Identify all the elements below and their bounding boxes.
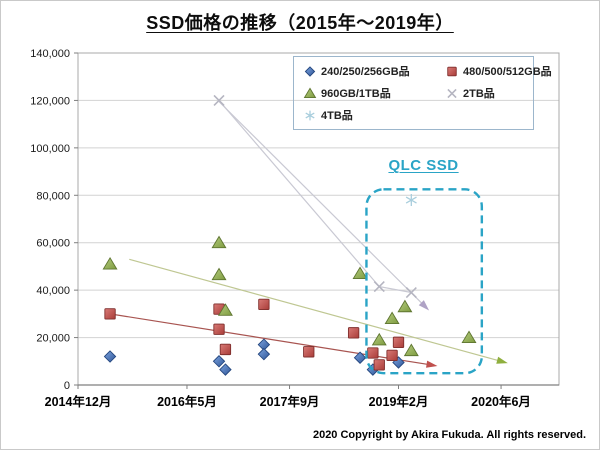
y-tick-label: 0 <box>64 380 70 392</box>
legend: 240/250/256GB品 480/500/512GB品 960GB/1TB品 2T… <box>293 56 552 130</box>
triangle-marker-icon <box>403 343 419 357</box>
asterisk-marker-icon <box>405 194 417 207</box>
x-tick-label: 2014年12月 <box>45 394 112 409</box>
diamond-marker-icon <box>212 355 226 368</box>
x-marker-icon <box>373 281 385 293</box>
x-marker-icon <box>405 286 417 299</box>
qlc-ssd-annotation-label: QLC SSD <box>388 157 459 175</box>
triangle-marker-icon <box>217 303 233 316</box>
triangle-legend-icon <box>303 87 317 99</box>
x-tick-label: 2019年2月 <box>369 394 429 409</box>
square-marker-icon <box>258 298 270 311</box>
x-tick-label: 2017年9月 <box>260 394 320 409</box>
y-tick-label: 100,000 <box>30 143 70 155</box>
x-legend-icon <box>447 88 457 99</box>
legend-item-240-250-256gb: 240/250/256GB品 <box>303 63 445 79</box>
triangle-marker-icon <box>384 311 400 325</box>
triangle-marker-icon <box>303 87 317 99</box>
trendline <box>129 258 502 362</box>
square-marker-icon <box>367 347 379 359</box>
x-marker-icon <box>447 88 457 99</box>
triangle-marker-icon <box>211 267 227 281</box>
square-marker-icon <box>386 349 398 362</box>
x-tick-label: 2020年6月 <box>471 394 531 409</box>
diamond-marker-icon <box>257 347 271 361</box>
chart-title: SSD価格の推移（2015年～2019年） <box>1 9 599 35</box>
triangle-marker-icon <box>102 256 118 270</box>
diamond-marker-icon <box>103 350 117 363</box>
legend-label-960gb-1tb: 960GB/1TB品 <box>321 88 391 100</box>
series-960gb-1tb <box>102 235 477 357</box>
diamond-legend-icon <box>304 66 316 77</box>
square-marker-icon <box>373 359 385 371</box>
legend-item-480-500-512gb: 480/500/512GB品 <box>445 63 552 79</box>
x-tick-label: 2016年5月 <box>157 394 217 409</box>
square-legend-icon <box>447 66 457 77</box>
trendline-arrow-icon <box>496 356 508 364</box>
square-marker-icon <box>392 336 405 348</box>
series-4tb <box>405 194 417 207</box>
series-240-250-256gb <box>103 338 405 376</box>
y-tick-label: 60,000 <box>36 238 70 250</box>
y-tick-label: 80,000 <box>36 190 70 202</box>
square-marker-icon <box>219 343 232 356</box>
chart-title-text: SSD価格の推移（2015年～2019年） <box>146 13 454 33</box>
triangle-marker-icon <box>397 299 413 313</box>
trendline-arrow-icon <box>418 300 430 311</box>
diamond-marker-icon <box>219 363 232 376</box>
series-480-500-512gb <box>104 298 405 371</box>
y-tick-label: 40,000 <box>36 285 70 297</box>
square-marker-icon <box>213 323 225 335</box>
triangle-marker-icon <box>352 266 368 279</box>
legend-label-240-250-256gb: 240/250/256GB品 <box>321 66 410 78</box>
diamond-marker-icon <box>304 66 316 77</box>
triangle-marker-icon <box>461 330 477 344</box>
qlc-ssd-box <box>365 188 484 375</box>
square-marker-icon <box>303 346 315 358</box>
asterisk-marker-icon <box>305 110 315 121</box>
y-tick-label: 140,000 <box>30 48 70 60</box>
square-marker-icon <box>104 308 116 320</box>
legend-item-4tb: 4TB品 <box>303 107 445 123</box>
legend-item-2tb: 2TB品 <box>445 85 552 101</box>
legend-label-2tb: 2TB品 <box>463 88 495 100</box>
square-marker-icon <box>347 327 360 339</box>
square-marker-icon <box>447 66 457 77</box>
triangle-marker-icon <box>371 332 387 346</box>
y-tick-label: 20,000 <box>36 333 70 345</box>
legend-label-480-500-512gb: 480/500/512GB品 <box>463 66 552 78</box>
legend-item-960gb-1tb: 960GB/1TB品 <box>303 85 445 101</box>
trendline <box>218 101 425 306</box>
y-tick-label: 120,000 <box>30 95 70 107</box>
triangle-marker-icon <box>211 235 227 249</box>
diamond-marker-icon <box>353 351 367 364</box>
series-2tb <box>213 94 417 299</box>
x-marker-icon <box>213 94 225 106</box>
trendline-arrow-icon <box>426 360 438 368</box>
copyright-text: 2020 Copyright by Akira Fukuda. All righ… <box>312 429 586 441</box>
asterisk-legend-icon <box>305 110 315 121</box>
legend-label-4tb: 4TB品 <box>321 110 353 122</box>
